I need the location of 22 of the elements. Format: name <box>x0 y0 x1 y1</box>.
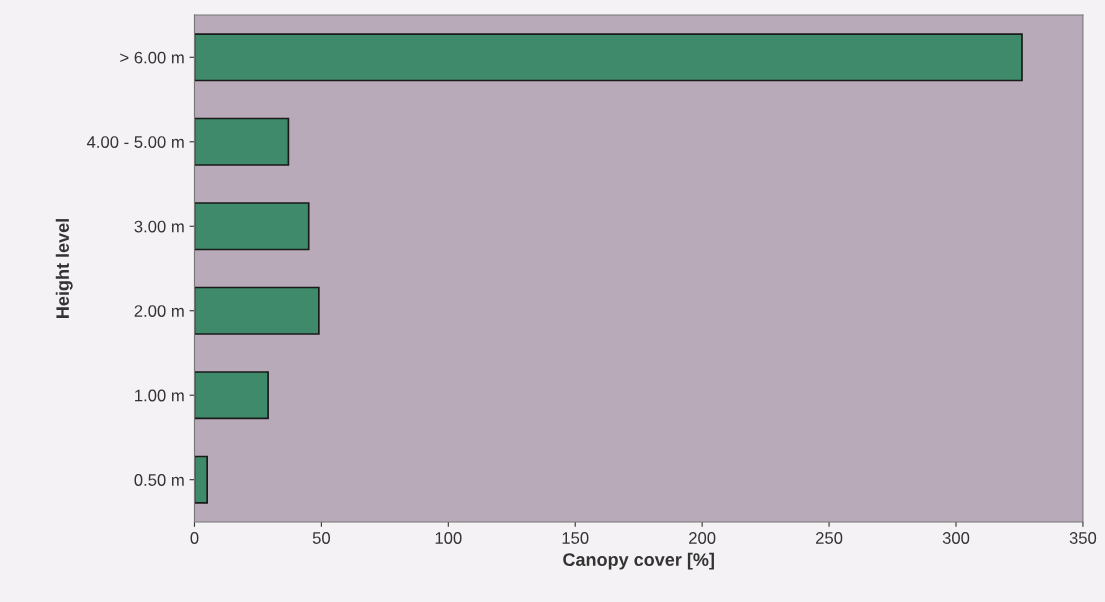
y-tick-label: 4.00 - 5.00 m <box>86 136 184 148</box>
bar <box>194 117 290 166</box>
x-tick-label: 150 <box>562 532 589 544</box>
x-tick-label: 200 <box>689 532 716 544</box>
y-tick-label: 1.00 m <box>135 389 184 402</box>
x-axis-title: Canopy cover [%] <box>563 552 714 570</box>
y-tick-label: 0.50 m <box>134 474 184 486</box>
x-tick-label: 350 <box>1069 532 1097 544</box>
bar <box>194 202 310 251</box>
x-tick-label: 0 <box>190 532 199 544</box>
bar <box>194 286 320 335</box>
y-tick-label: 2.00 m <box>134 305 184 317</box>
x-tick-label: 300 <box>942 532 970 544</box>
x-tick-label: 50 <box>312 532 331 544</box>
y-axis-title: Height level <box>55 219 73 318</box>
y-tick-label: 3.00 m <box>134 220 184 233</box>
bar <box>194 33 1023 82</box>
bar <box>194 455 209 504</box>
x-tick-label: 250 <box>816 532 843 544</box>
bar <box>194 371 269 420</box>
y-tick-label: > 6.00 m <box>120 51 184 64</box>
x-tick-label: 100 <box>435 532 462 544</box>
